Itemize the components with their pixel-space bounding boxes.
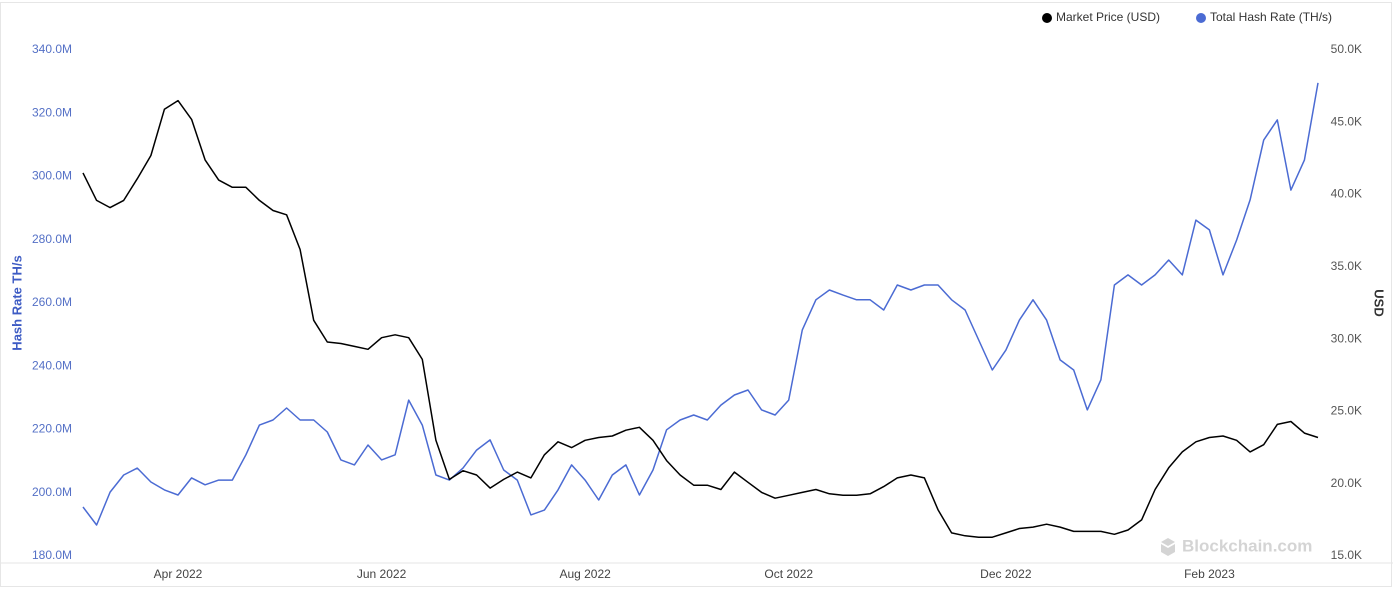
y-tick-label: 320.0M <box>32 105 72 119</box>
watermark-text: Blockchain.com <box>1182 536 1312 555</box>
series-line <box>82 99 1319 538</box>
y-tick-label: 220.0M <box>32 422 72 436</box>
y2-axis-title: USD <box>1372 289 1387 316</box>
y-axis-title: Hash Rate TH/s <box>9 255 24 350</box>
y2-tick-label: 40.0K <box>1331 187 1362 201</box>
y2-tick-label: 35.0K <box>1331 259 1362 273</box>
x-tick-label: Apr 2022 <box>154 567 203 581</box>
y2-tick-label: 30.0K <box>1331 331 1362 345</box>
x-tick-label: Dec 2022 <box>980 567 1032 581</box>
y-tick-label: 300.0M <box>32 169 72 183</box>
x-tick-label: Aug 2022 <box>559 567 611 581</box>
x-tick-label: Jun 2022 <box>357 567 407 581</box>
legend-label: Market Price (USD) <box>1056 10 1160 24</box>
y-tick-label: 180.0M <box>32 548 72 562</box>
y2-tick-label: 25.0K <box>1331 404 1362 418</box>
legend-label: Total Hash Rate (TH/s) <box>1210 10 1332 24</box>
y2-tick-label: 15.0K <box>1331 548 1362 562</box>
y-tick-label: 280.0M <box>32 232 72 246</box>
y-tick-label: 340.0M <box>32 42 72 56</box>
y-tick-label: 240.0M <box>32 358 72 372</box>
y-tick-label: 260.0M <box>32 295 72 309</box>
y2-tick-label: 20.0K <box>1331 476 1362 490</box>
x-tick-label: Feb 2023 <box>1184 567 1235 581</box>
series-line <box>82 82 1319 526</box>
y2-tick-label: 50.0K <box>1331 42 1362 56</box>
watermark: Blockchain.com <box>1161 536 1312 556</box>
legend-marker <box>1196 13 1206 23</box>
watermark-icon <box>1161 538 1175 556</box>
y2-tick-label: 45.0K <box>1331 114 1362 128</box>
x-tick-label: Oct 2022 <box>764 567 813 581</box>
y-tick-label: 200.0M <box>32 485 72 499</box>
legend-marker <box>1042 13 1052 23</box>
